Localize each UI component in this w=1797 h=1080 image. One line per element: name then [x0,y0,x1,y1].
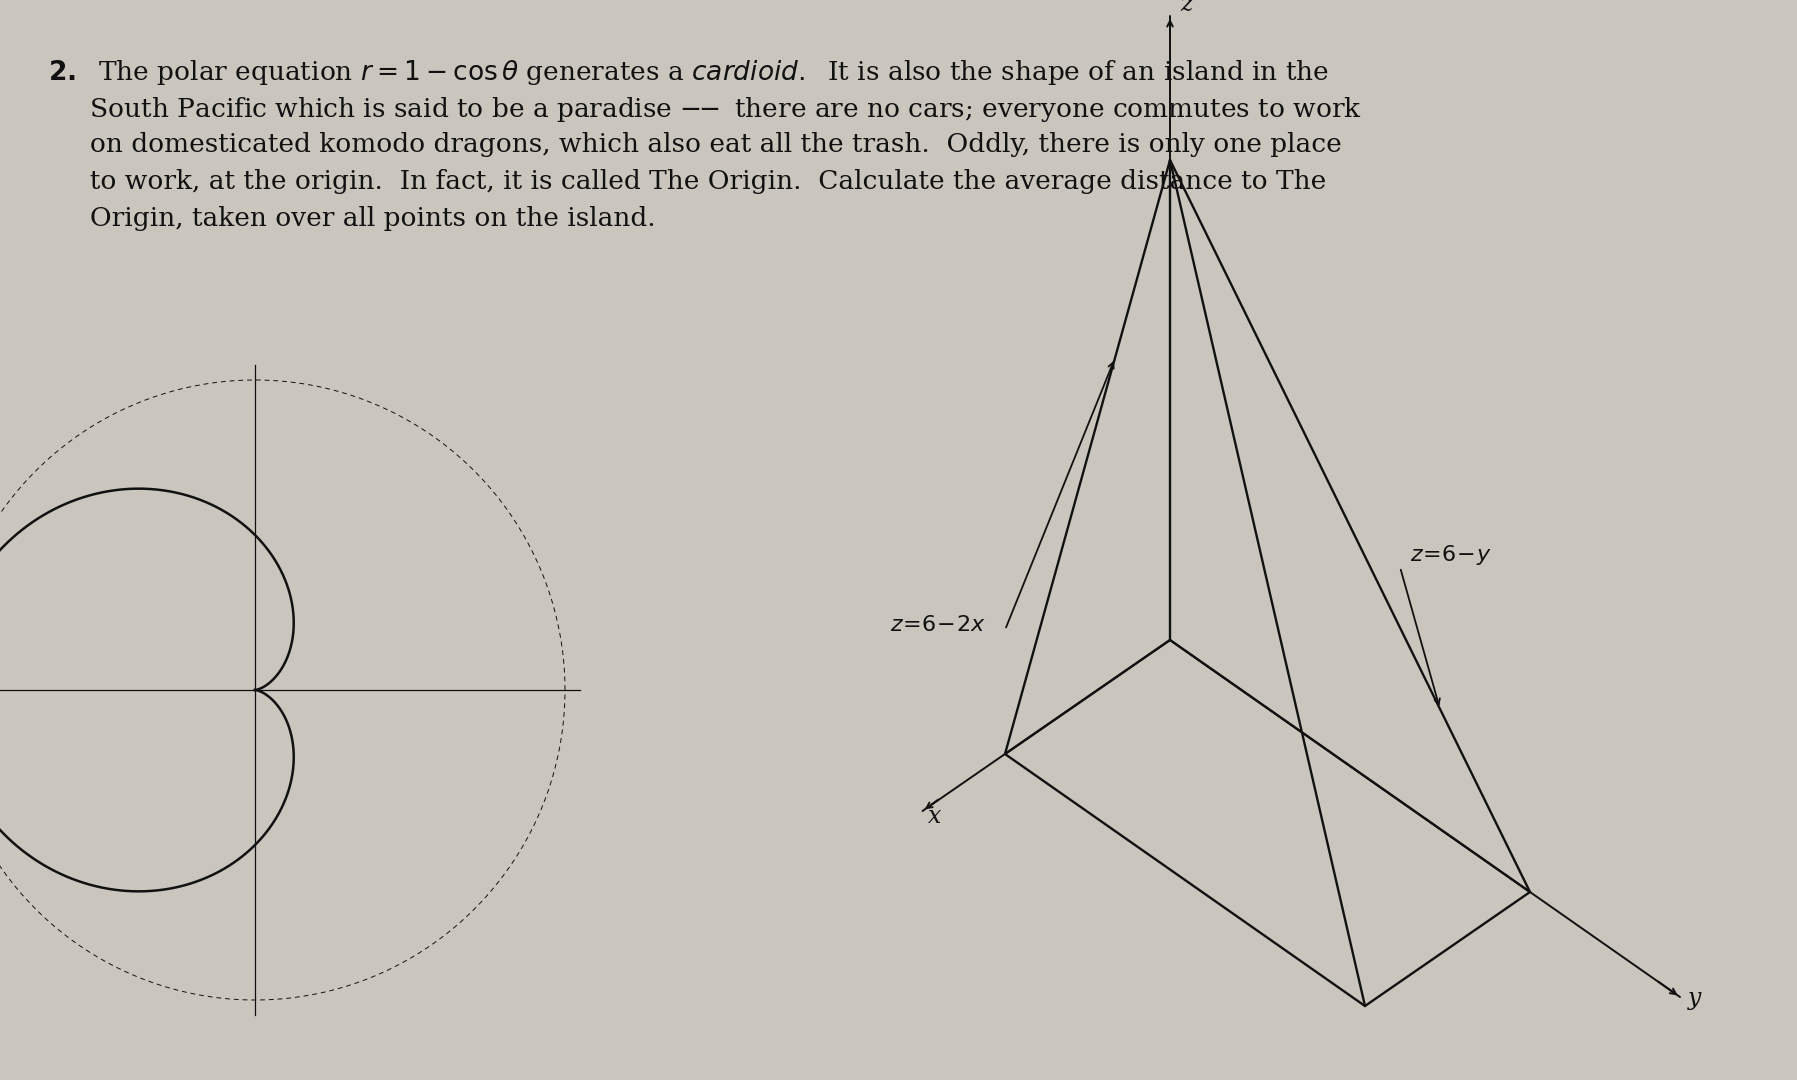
Text: Origin, taken over all points on the island.: Origin, taken over all points on the isl… [49,206,656,231]
Text: South Pacific which is said to be a paradise $-\!\!-$ there are no cars; everyon: South Pacific which is said to be a para… [49,95,1362,124]
Text: to work, at the origin.  In fact, it is called The Origin.  Calculate the averag: to work, at the origin. In fact, it is c… [49,168,1326,194]
Text: $z\!=\!6\!-\!y$: $z\!=\!6\!-\!y$ [1411,543,1492,567]
Text: on domesticated komodo dragons, which also eat all the trash.  Oddly, there is o: on domesticated komodo dragons, which al… [49,132,1342,157]
Text: $z\!=\!6\!-\!2x$: $z\!=\!6\!-\!2x$ [890,615,985,636]
Text: y: y [1687,987,1702,1010]
Text: x: x [927,805,942,828]
Text: z: z [1181,0,1193,16]
Text: $\mathbf{2.}$  The polar equation $r = 1 - \cos\theta$ generates a $\mathit{card: $\mathbf{2.}$ The polar equation $r = 1 … [49,58,1330,87]
